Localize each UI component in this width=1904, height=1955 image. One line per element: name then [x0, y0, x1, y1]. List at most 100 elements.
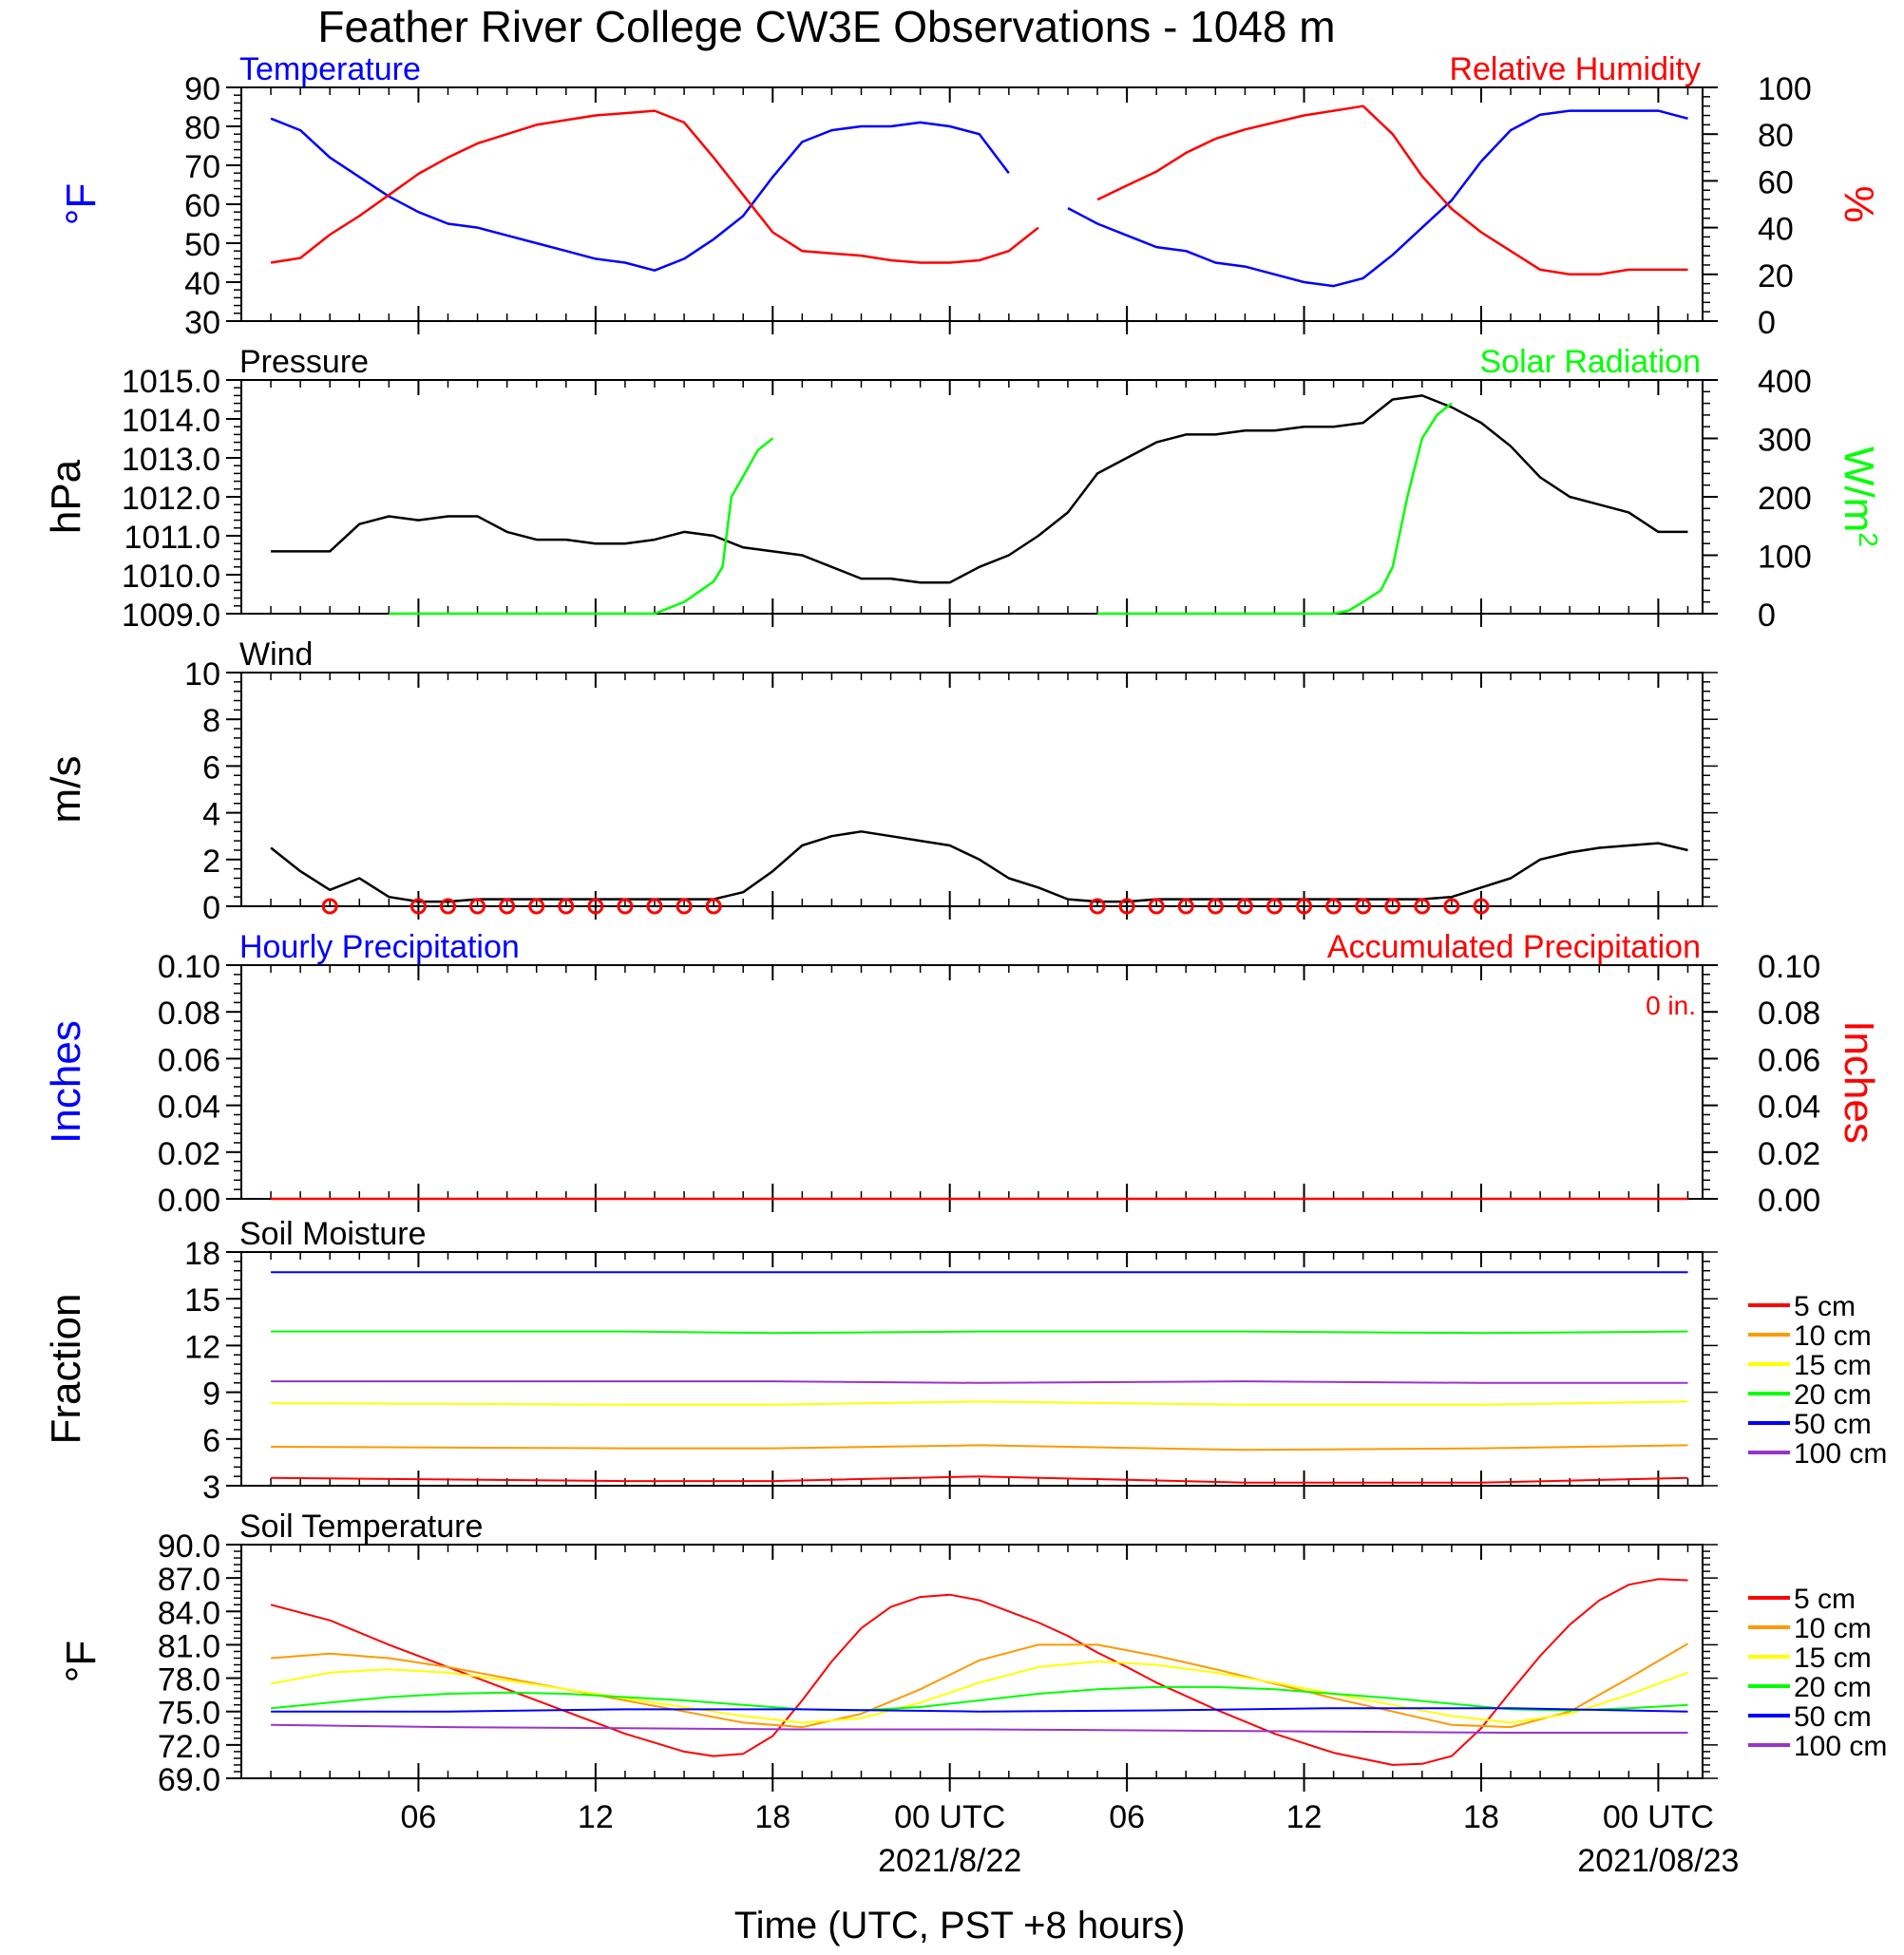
calm-wind-marker [1089, 898, 1106, 915]
y-tick-label: 0.06 [158, 1042, 220, 1078]
y-axis-label: Inches [43, 1020, 89, 1144]
y-tick-label: 0.04 [158, 1090, 220, 1126]
y-tick-label: 80 [184, 110, 220, 146]
calm-wind-marker [1118, 898, 1135, 915]
y-tick-label: 6 [202, 1423, 220, 1459]
y-tick-label: 10 [184, 656, 220, 693]
series-line-100-cm [271, 1380, 1688, 1384]
calm-wind-marker [676, 898, 693, 915]
panel-frame [240, 1544, 1704, 1779]
y-axis-label: °F [58, 183, 105, 225]
y-axis-label-right-superscript: 2 [1855, 532, 1884, 547]
y-tick-label: 9 [202, 1376, 220, 1413]
y-tick-label: 1014.0 [122, 403, 220, 439]
panel-left-title: Wind [239, 636, 313, 673]
series-line-5-cm [270, 1578, 1688, 1766]
y-tick-label: 1010.0 [122, 559, 220, 595]
legend-label: 100 cm [1794, 1731, 1887, 1762]
y-tick-label: 4 [202, 797, 220, 833]
calm-wind-marker [1266, 898, 1283, 915]
y-tick-label: 18 [184, 1236, 220, 1272]
legend-label: 100 cm [1794, 1438, 1887, 1470]
x-tick-label: 12 [1286, 1799, 1323, 1835]
panel-4: 0.00 0.02 0.04 0.06 0.08 0.10 0.00 0.02 0.04 0.06… [43, 929, 1882, 1219]
series-line-2 [389, 402, 1453, 616]
y-axis-label-right: % [1836, 185, 1882, 222]
series-line-15-cm [270, 1661, 1688, 1724]
series-line-10-cm [271, 1642, 1689, 1729]
y-tick-label: 84.0 [158, 1595, 220, 1631]
y-right-tick-label: 40 [1758, 212, 1794, 248]
x-date-label: 2021/8/22 [878, 1843, 1021, 1879]
y-axis-label: m/s [43, 756, 89, 824]
y-right-tick-label: 0.04 [1758, 1090, 1820, 1126]
calm-wind-marker [1414, 898, 1431, 915]
panel-left-title: Pressure [239, 344, 369, 380]
legend-label: 15 cm [1794, 1642, 1872, 1674]
y-tick-label: 15 [184, 1282, 220, 1319]
panel-3: 0 2 4 6 8 10 Wind m/s [43, 636, 1718, 926]
panel-left-title: Soil Moisture [239, 1216, 427, 1252]
series-line-20-cm [271, 1685, 1688, 1712]
calm-wind-marker [1443, 898, 1460, 915]
series-line-20-cm [271, 1330, 1688, 1335]
y-axis-label: °F [58, 1641, 105, 1682]
calm-wind-marker [1148, 898, 1165, 915]
panel-left-title: Hourly Precipitation [239, 929, 520, 965]
y-right-tick-label: 0.08 [1758, 996, 1820, 1032]
y-axis-label: Fraction [43, 1294, 89, 1445]
y-tick-label: 0.00 [158, 1183, 220, 1219]
y-tick-label: 8 [202, 703, 220, 739]
legend-label: 50 cm [1794, 1409, 1872, 1440]
x-axis-label: Time (UTC, PST +8 hours) [734, 1905, 1186, 1946]
calm-wind-marker [646, 898, 663, 915]
x-tick-label: 00 UTC [1603, 1799, 1714, 1835]
calm-wind-marker [499, 898, 516, 915]
y-right-tick-label: 0.00 [1758, 1183, 1820, 1219]
y-tick-label: 1011.0 [124, 520, 220, 556]
series-line-1 [271, 394, 1688, 584]
calm-wind-marker [1207, 898, 1224, 915]
calm-wind-marker [587, 898, 604, 915]
legend-label: 20 cm [1794, 1672, 1872, 1703]
chart-title: Feather River College CW3E Observations … [317, 2, 1335, 51]
y-tick-label: 90 [184, 71, 220, 107]
y-right-tick-label: 0.10 [1758, 949, 1820, 985]
y-tick-label: 30 [184, 305, 220, 341]
calm-wind-marker [1473, 898, 1490, 915]
series-line-15-cm [271, 1400, 1688, 1406]
calm-wind-marker [528, 898, 545, 915]
y-tick-label: 1013.0 [122, 442, 220, 478]
panel-6: 69.072.075.078.081.084.087.090.0 Soil Tem… [58, 1509, 1887, 1879]
y-tick-label: 0.08 [158, 996, 220, 1032]
calm-wind-marker [321, 898, 338, 915]
legend-label: 50 cm [1794, 1701, 1872, 1733]
y-tick-label: 1015.0 [122, 364, 220, 400]
y-tick-label: 0.02 [158, 1136, 220, 1172]
calm-wind-marker [1296, 898, 1313, 915]
y-tick-label: 60 [184, 188, 220, 224]
y-tick-label: 81.0 [158, 1628, 220, 1664]
calm-wind-marker [705, 898, 722, 915]
x-tick-label: 00 UTC [894, 1799, 1005, 1835]
x-tick-label: 18 [754, 1799, 790, 1835]
panel-right-title: Accumulated Precipitation [1327, 929, 1701, 965]
y-axis-label: hPa [43, 459, 89, 534]
legend-label: 5 cm [1794, 1291, 1856, 1322]
y-tick-label: 90.0 [158, 1528, 220, 1565]
calm-wind-marker [1325, 898, 1342, 915]
series-line-2 [270, 104, 1688, 276]
y-tick-label: 75.0 [158, 1696, 220, 1732]
y-right-tick-label: 60 [1758, 164, 1794, 200]
y-right-tick-label: 300 [1758, 423, 1812, 459]
y-tick-label: 40 [184, 266, 220, 302]
panel-left-title: Soil Temperature [239, 1509, 483, 1545]
x-tick-label: 12 [578, 1799, 614, 1835]
y-tick-label: 1009.0 [122, 598, 220, 634]
y-tick-label: 87.0 [158, 1562, 220, 1598]
